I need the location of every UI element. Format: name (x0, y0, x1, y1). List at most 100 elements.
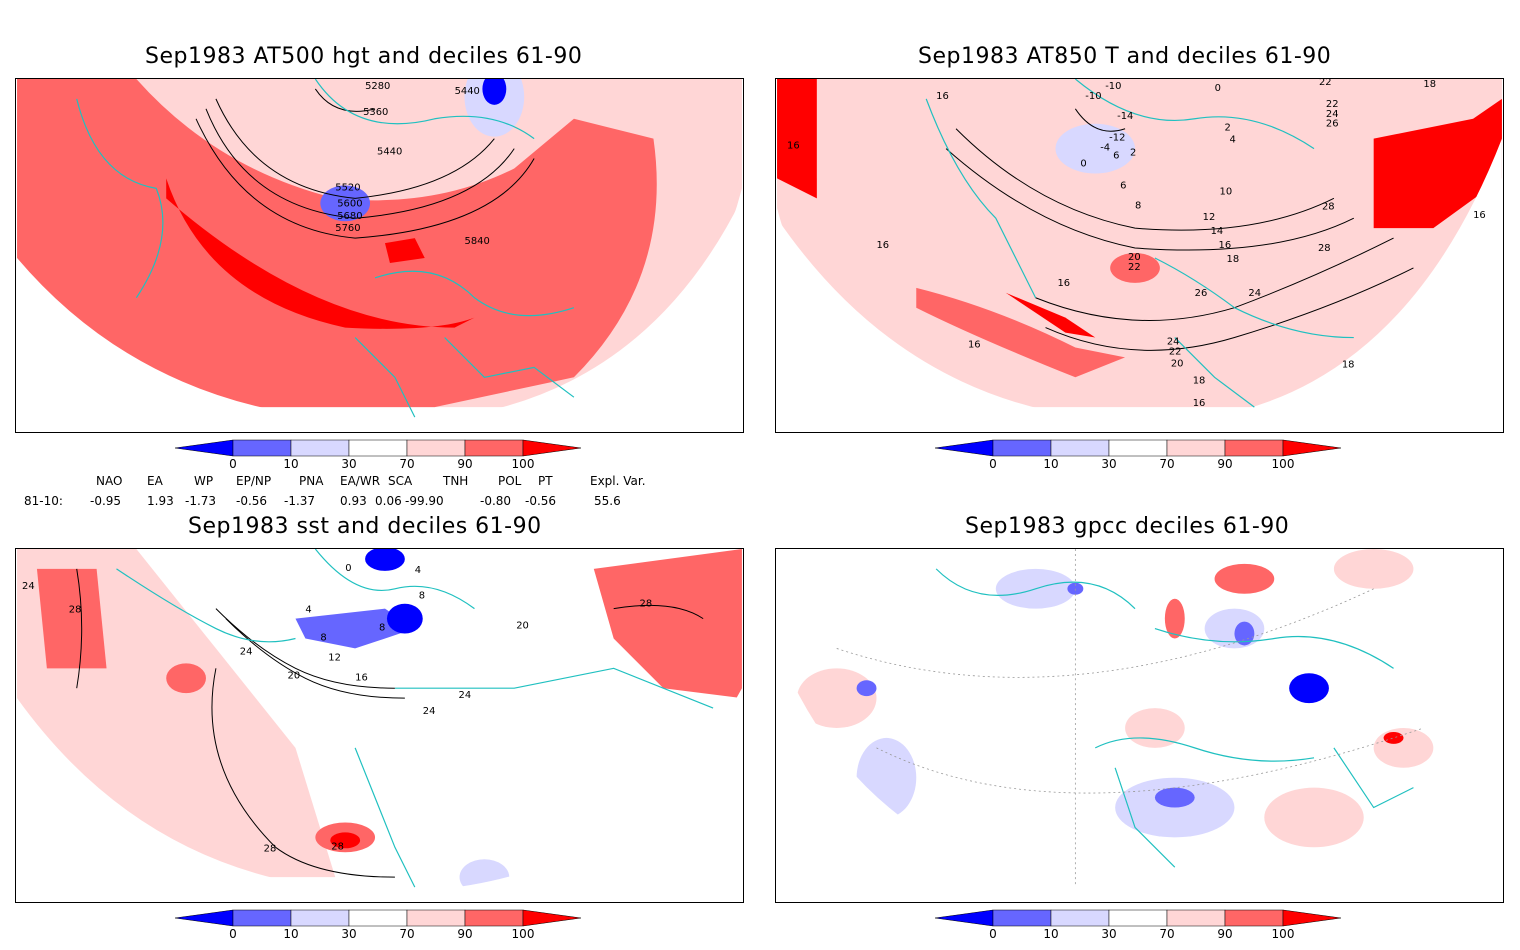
map-panel-sst: 24 28 4 8 8 8 12 16 20 24 24 24 20 28 28… (15, 548, 744, 903)
contour-label: 5600 (337, 198, 362, 209)
colorbar-tick-label: 10 (283, 457, 298, 471)
contour-label: 16 (968, 339, 981, 350)
contour-label: 16 (1219, 240, 1232, 251)
panel-title-p4: Sep1983 gpcc deciles 61-90 (965, 514, 1290, 539)
index-value: -0.56 (236, 494, 268, 508)
contour-label: 2 (1225, 123, 1231, 134)
decile-blue-spot2 (320, 185, 371, 222)
colorbar-segment (1108, 439, 1168, 457)
contour-label: 28 (1318, 243, 1331, 254)
colorbar-segment (1050, 909, 1110, 927)
contour-label: 5760 (335, 223, 360, 234)
decile-lightblue-spot (1055, 123, 1136, 174)
index-row-label: 81-10: (24, 494, 63, 508)
coastlines (925, 79, 1354, 408)
contour-label: 5680 (337, 211, 362, 222)
panel-title-p1: Sep1983 AT500 hgt and deciles 61-90 (145, 44, 583, 69)
colorbar-segment (406, 909, 466, 927)
coastlines (116, 549, 714, 888)
decile-dark-red-spot (384, 238, 425, 263)
index-value: -1.73 (185, 494, 217, 508)
index-header: TNH (443, 474, 469, 488)
colorbar-segment (1166, 909, 1226, 927)
contour-label: 18 (1227, 254, 1240, 265)
colorbar-segment (1166, 439, 1226, 457)
colorbar-segment (522, 439, 582, 457)
contour-label: 5360 (363, 107, 388, 118)
colorbar-tick-label: 30 (341, 927, 356, 941)
map-svg-at850: 16 16 16 -10 -10 -14 -12 -4 6 2 0 0 2 4 … (777, 79, 1502, 432)
decile-blue-spot2 (386, 603, 423, 634)
colorbar-segment (232, 439, 292, 457)
colorbar-segment (1050, 439, 1110, 457)
contour-label: 26 (1326, 119, 1339, 130)
colorbar-segment (935, 439, 994, 457)
index-value: 0.06 (375, 494, 402, 508)
decile-blue-spot (365, 549, 405, 571)
contour-label: -4 (1100, 143, 1110, 154)
decile-blue-spot (482, 79, 507, 105)
colorbar-segment (175, 909, 234, 927)
sst-contours (76, 568, 704, 878)
contour-label: 6 (1120, 180, 1126, 191)
index-value: -0.56 (525, 494, 557, 508)
colorbar-segment (348, 439, 408, 457)
contour-label: 14 (1211, 226, 1224, 237)
map-svg-gpcc (777, 549, 1502, 902)
contour-label: 12 (1203, 212, 1216, 223)
colorbar-tick-label: 0 (989, 927, 997, 941)
colorbar-segment (290, 439, 350, 457)
index-header: POL (498, 474, 522, 488)
index-value: 55.6 (594, 494, 621, 508)
map-svg-at500: 5280 5360 5440 5440 5520 5600 5680 5760 … (17, 79, 742, 432)
decile-red-region (916, 287, 1126, 378)
colorbar-p4: 0 10 30 70 90 100 (935, 908, 1355, 950)
contour-label: 22 (1169, 346, 1182, 357)
contour-label: 2 (1130, 148, 1136, 159)
index-value: -1.37 (284, 494, 316, 508)
contour-label: 28 (640, 599, 653, 610)
colorbar-svg: 0 10 30 70 90 100 (175, 909, 582, 941)
colorbar-tick-label: 100 (1272, 457, 1295, 471)
colorbar-segment (232, 909, 292, 927)
contour-label: 8 (419, 591, 425, 602)
colorbar-tick-label: 10 (283, 927, 298, 941)
contour-label: -12 (1109, 133, 1125, 144)
temperature-contours (945, 108, 1414, 351)
colorbar-segment (1224, 909, 1284, 927)
colorbar-segment (1282, 439, 1342, 457)
decile-dark-red-spot (330, 832, 361, 849)
contour-label: 5840 (465, 236, 490, 247)
index-value: 1.93 (147, 494, 174, 508)
colorbar-tick-label: 90 (457, 927, 472, 941)
contour-label: -14 (1117, 111, 1133, 122)
contour-label: 20 (516, 621, 529, 632)
colorbar-segment (175, 439, 234, 457)
colorbar-segment (464, 439, 524, 457)
index-value: -99.90 (405, 494, 444, 508)
index-header: Expl. Var. (590, 474, 646, 488)
contour-label: 4 (305, 605, 311, 616)
contour-label: 28 (331, 841, 344, 852)
colorbar-segment (406, 439, 466, 457)
index-header: WP (194, 474, 214, 488)
contour-label: 20 (1171, 358, 1184, 369)
colorbar-tick-label: 90 (1217, 927, 1232, 941)
decile-red-west (36, 568, 107, 669)
panel-title-p3: Sep1983 sst and deciles 61-90 (188, 514, 542, 539)
colorbar-tick-label: 100 (1272, 927, 1295, 941)
contour-label: 8 (320, 632, 326, 643)
contour-label: 16 (1193, 398, 1206, 409)
colorbar-tick-label: 70 (399, 457, 414, 471)
contour-label: 6 (1113, 151, 1119, 162)
colorbar-tick-label: 0 (229, 927, 237, 941)
contour-label: 24 (22, 581, 35, 592)
index-header: EA/WR (340, 474, 381, 488)
contour-label: 24 (240, 646, 253, 657)
colorbar-svg: 0 10 30 70 90 100 (175, 439, 582, 471)
colorbar-tick-label: 90 (1217, 457, 1232, 471)
index-value: -0.80 (480, 494, 512, 508)
contour-label: 4 (415, 565, 421, 576)
index-header: EA (147, 474, 163, 488)
contour-label: 18 (1342, 359, 1355, 370)
